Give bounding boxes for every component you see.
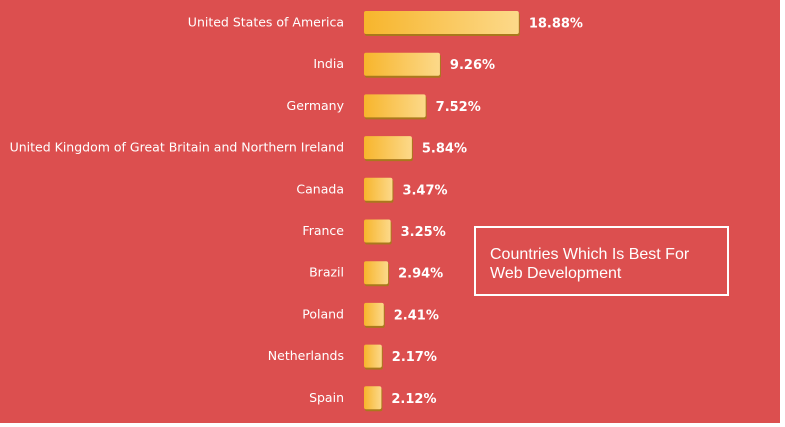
bar xyxy=(364,11,519,34)
value-label: 5.84% xyxy=(422,142,467,157)
bar xyxy=(364,177,393,201)
category-label: Poland xyxy=(302,306,344,321)
category-label: Brazil xyxy=(309,265,344,280)
value-label: 18.88% xyxy=(529,17,583,32)
value-label: 2.17% xyxy=(392,350,437,365)
value-label: 3.25% xyxy=(401,225,446,240)
category-label: United States of America xyxy=(188,15,344,30)
category-label: Spain xyxy=(309,390,344,405)
category-label: United Kingdom of Great Britain and Nort… xyxy=(10,140,344,155)
value-label: 7.52% xyxy=(436,100,481,115)
value-label: 2.94% xyxy=(398,267,443,282)
category-label: France xyxy=(302,223,344,238)
bar xyxy=(364,52,440,76)
value-label: 9.26% xyxy=(450,58,495,73)
category-label: Netherlands xyxy=(268,348,344,363)
bar xyxy=(364,94,426,118)
bar xyxy=(364,344,382,368)
bar xyxy=(364,136,412,160)
bar xyxy=(364,261,389,285)
bar xyxy=(364,219,391,243)
chart-title: Countries Which Is Best For Web Developm… xyxy=(474,226,729,296)
bar xyxy=(364,386,382,410)
value-label: 2.41% xyxy=(394,308,439,323)
value-label: 3.47% xyxy=(402,183,447,198)
category-label: Germany xyxy=(287,98,345,113)
bar xyxy=(364,302,384,326)
category-label: Canada xyxy=(296,181,344,196)
category-label: India xyxy=(313,56,344,71)
value-label: 2.12% xyxy=(391,392,436,407)
